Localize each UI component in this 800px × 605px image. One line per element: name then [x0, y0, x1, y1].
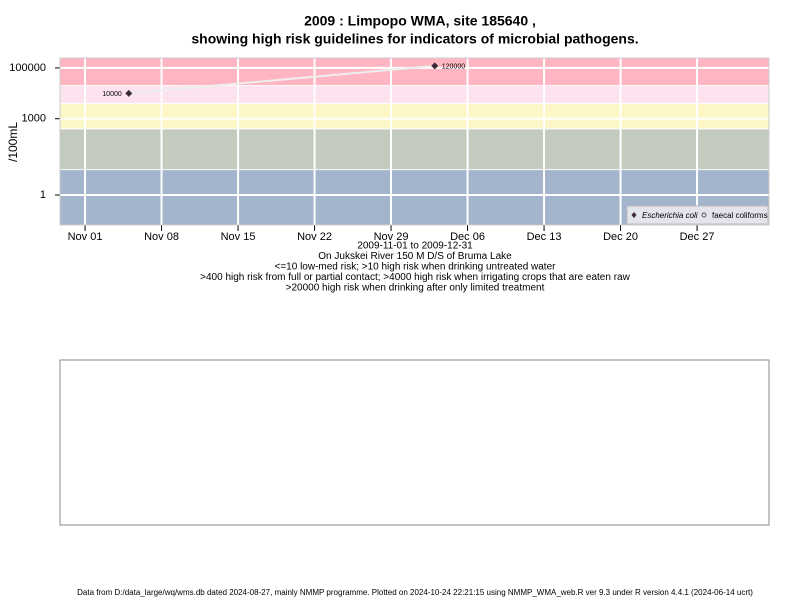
x-tick-label: Dec 06 — [450, 231, 485, 243]
x-axis-label: >400 high risk from full or partial cont… — [200, 272, 630, 283]
band — [60, 85, 769, 104]
x-tick-label: Dec 13 — [527, 231, 562, 243]
band — [60, 128, 769, 170]
chart-title: showing high risk guidelines for indicat… — [191, 31, 638, 47]
legend-marker — [631, 212, 637, 218]
plot-frame — [59, 57, 770, 226]
legend-marker — [701, 212, 707, 218]
x-tick-label: Nov 29 — [374, 231, 409, 243]
band — [60, 103, 769, 129]
y-tick-label: 100000 — [9, 62, 46, 74]
legend-label: faecal coliforms — [712, 211, 768, 220]
x-tick-label: Dec 20 — [603, 231, 638, 243]
x-axis-label: On Jukskei River 150 M D/S of Bruma Lake — [318, 251, 512, 262]
empty-panel — [59, 359, 770, 526]
data-label: 120000 — [442, 64, 465, 71]
x-tick-label: Nov 22 — [297, 231, 332, 243]
legend-box — [626, 205, 769, 225]
x-tick-label: Nov 01 — [68, 231, 103, 243]
y-tick-label: 1 — [40, 189, 46, 201]
x-tick-label: Nov 08 — [144, 231, 179, 243]
y-axis-label: /100mL — [6, 122, 20, 162]
data-point — [125, 89, 133, 97]
band — [60, 58, 769, 86]
x-axis-label: <=10 low-med risk; >10 high risk when dr… — [275, 262, 557, 273]
data-label: 10000 — [102, 91, 122, 98]
footer: Data from D:/data_large/wq/wms.db dated … — [77, 588, 753, 597]
series-line — [128, 64, 435, 95]
x-axis-label: >20000 high risk when drinking after onl… — [286, 283, 545, 294]
x-tick-label: Dec 27 — [680, 231, 715, 243]
legend-label: Escherichia coli — [642, 211, 698, 220]
y-tick-label: 1000 — [22, 113, 46, 125]
x-tick-label: Nov 15 — [221, 231, 256, 243]
x-axis-label: 2009-11-01 to 2009-12-31 — [357, 241, 473, 252]
data-point — [431, 62, 439, 70]
chart-title: 2009 : Limpopo WMA, site 185640 , — [304, 13, 536, 29]
